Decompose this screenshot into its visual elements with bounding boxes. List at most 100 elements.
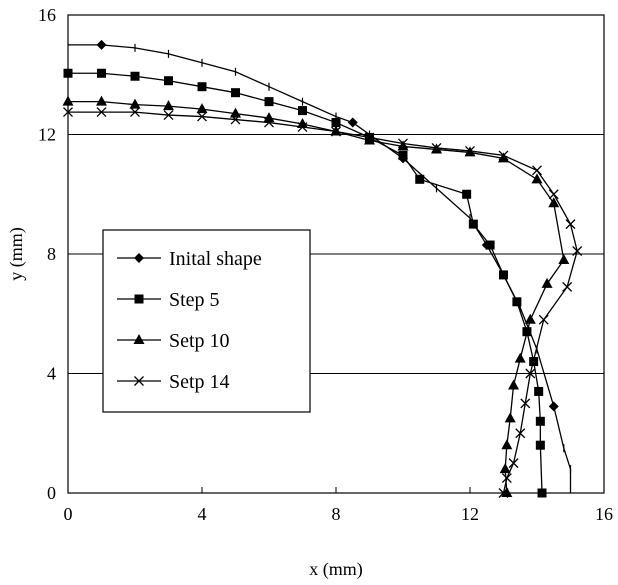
marker-triangle [508, 379, 520, 390]
marker-square [535, 416, 545, 426]
marker-x [498, 150, 509, 161]
marker-triangle [129, 98, 141, 109]
series-2 [63, 68, 547, 498]
marker-triangle [96, 95, 107, 106]
legend: Inital shape Step 5 Setp 10 Setp 14 [102, 229, 311, 413]
marker-x [515, 428, 526, 439]
y-tick-label: 12 [38, 125, 56, 145]
marker-triangle [133, 334, 145, 344]
marker-triangle [364, 134, 375, 145]
marker-triangle [230, 107, 241, 118]
marker-diamond [96, 39, 107, 50]
x-tick-label: 4 [198, 504, 207, 524]
marker-diamond [347, 117, 358, 128]
marker-triangle [504, 412, 516, 423]
y-axis-title: y (mm) [6, 227, 27, 281]
marker-triangle [531, 173, 543, 184]
marker-square [331, 118, 341, 128]
axis-layer: 0 4 8 12 16 0 4 8 12 16 [38, 5, 613, 524]
marker-triangle [541, 277, 553, 288]
marker-square [537, 488, 547, 498]
marker-x [96, 107, 107, 118]
legend-label: Inital shape [169, 248, 262, 270]
x-tick-label: 8 [332, 504, 341, 524]
marker-x [508, 458, 519, 469]
marker-square [197, 82, 207, 92]
marker-triangle [524, 313, 536, 324]
legend-item: Setp 14 [117, 371, 230, 393]
marker-square [512, 297, 522, 307]
marker-square [130, 71, 140, 81]
marker-x [297, 122, 308, 132]
legend-item: Step 5 [117, 289, 220, 311]
marker-triangle [499, 463, 511, 474]
marker-triangle [514, 352, 526, 363]
marker-square [468, 219, 478, 229]
marker-square [231, 88, 240, 98]
x-tick-label: 16 [595, 504, 613, 524]
marker-x [538, 314, 549, 325]
marker-x [331, 126, 341, 137]
marker-triangle [397, 140, 409, 151]
marker-square [63, 68, 73, 78]
marker-square [298, 106, 307, 116]
marker-x [572, 246, 583, 256]
marker-x [364, 132, 375, 143]
marker-x [498, 488, 509, 498]
marker-square [398, 150, 408, 160]
marker-x [532, 165, 542, 176]
marker-x [565, 219, 576, 230]
marker-square [534, 386, 544, 396]
legend-item: Inital shape [117, 248, 262, 270]
y-tick-label: 16 [38, 5, 56, 25]
marker-x [398, 138, 408, 149]
x-axis-title: x (mm) [309, 559, 363, 580]
marker-triangle [62, 95, 74, 106]
series-4 [63, 107, 583, 498]
y-tick-label: 0 [47, 483, 56, 503]
marker-x [264, 117, 274, 128]
x-tick-label: 0 [64, 504, 73, 524]
marker-x [197, 111, 207, 122]
y-tick-label: 4 [47, 364, 56, 384]
marker-square [97, 68, 106, 78]
marker-square [462, 189, 472, 199]
marker-square [499, 270, 508, 280]
marker-triangle [297, 118, 308, 129]
marker-triangle [196, 103, 208, 114]
legend-label: Setp 14 [169, 371, 230, 393]
marker-square [485, 240, 495, 250]
x-tick-label: 12 [461, 504, 479, 524]
marker-triangle [163, 100, 174, 111]
marker-x [134, 376, 144, 386]
marker-diamond [548, 401, 559, 412]
marker-triangle [548, 197, 560, 208]
marker-diamond [134, 253, 144, 263]
marker-square [535, 440, 545, 450]
marker-x [63, 107, 73, 118]
marker-square [415, 174, 425, 184]
legend-label: Setp 10 [169, 330, 230, 352]
marker-square [264, 97, 274, 107]
marker-x [501, 473, 512, 484]
marker-x [163, 110, 174, 121]
marker-square [164, 76, 173, 86]
marker-triangle [330, 125, 342, 136]
legend-item: Setp 10 [117, 330, 230, 352]
legend-label: Step 5 [169, 289, 220, 311]
marker-x [525, 368, 536, 379]
marker-x [520, 398, 531, 409]
marker-x [465, 145, 475, 156]
marker-x [548, 189, 559, 200]
series-line [68, 111, 578, 494]
marker-triangle [498, 152, 509, 163]
marker-triangle [558, 253, 570, 264]
marker-x [130, 107, 140, 118]
marker-triangle [501, 439, 513, 450]
marker-x [230, 114, 241, 125]
marker-square [134, 294, 144, 304]
series-layer [62, 39, 583, 498]
marker-x [431, 142, 442, 153]
